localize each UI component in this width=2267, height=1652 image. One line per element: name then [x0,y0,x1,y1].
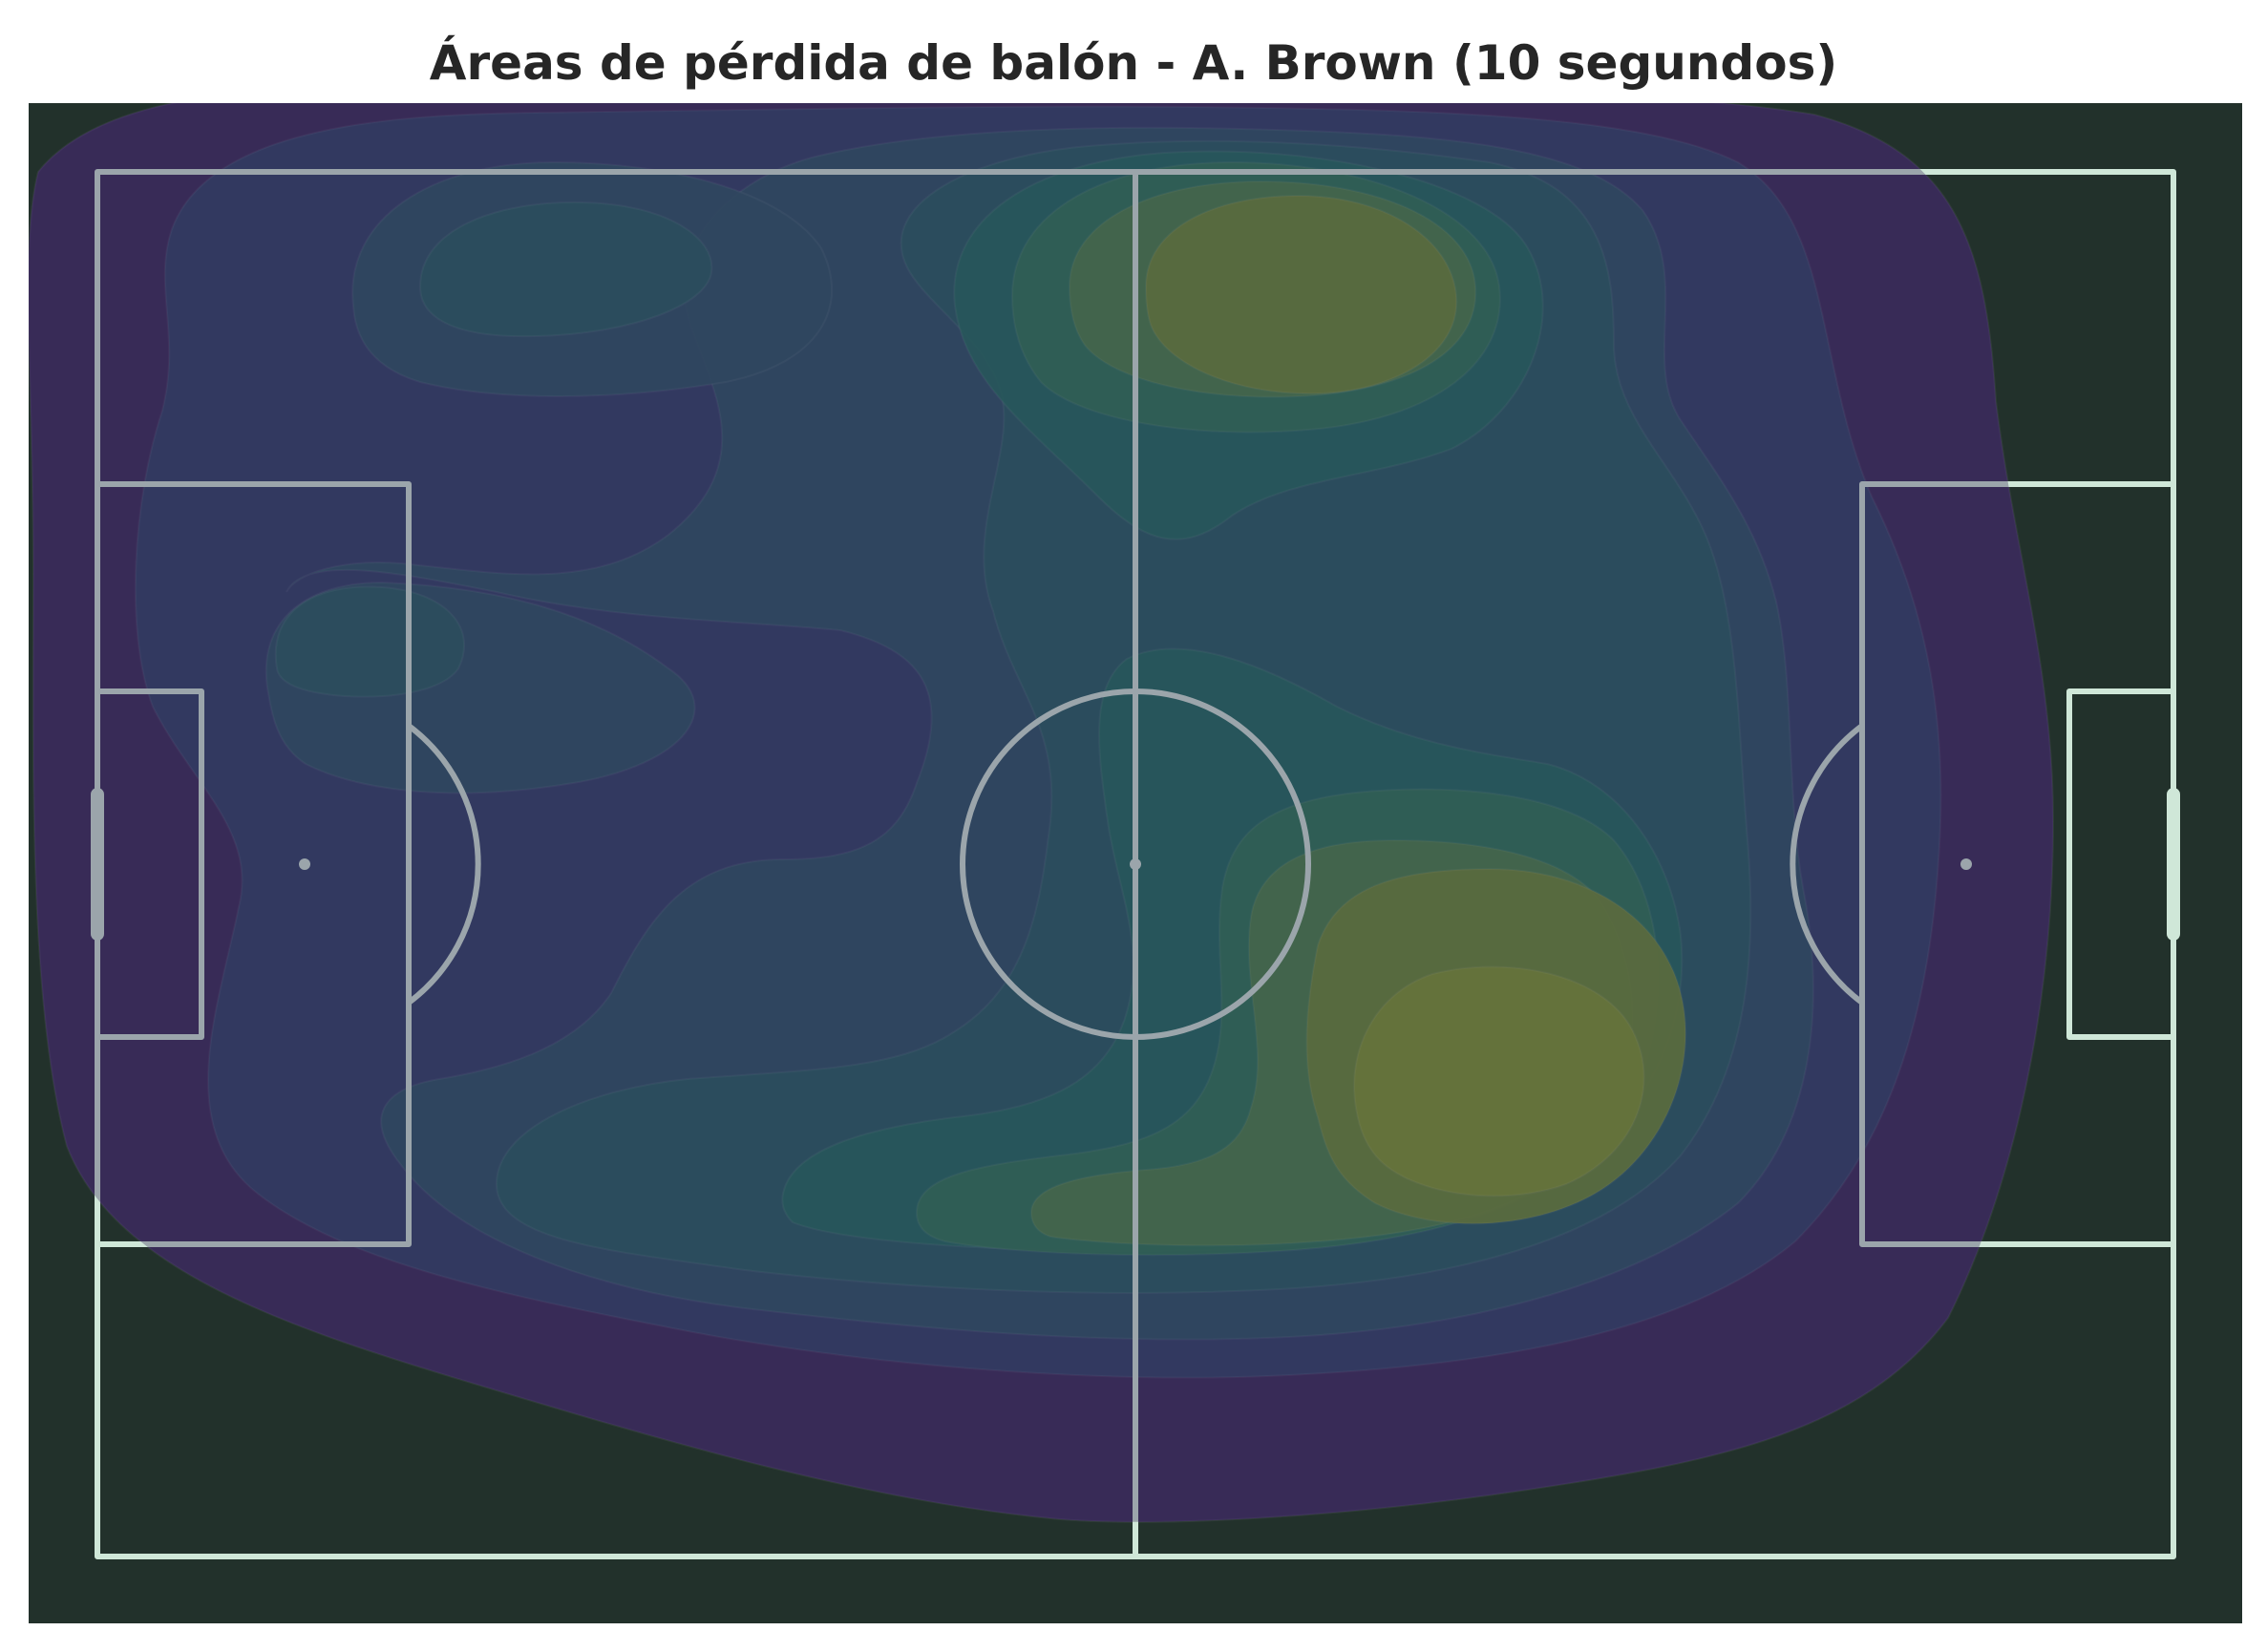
density-contours [29,103,2055,1523]
right-penalty-arc [1790,723,1865,1006]
center-spot [1130,858,1141,870]
density-level-4-topleft [418,201,713,338]
density-level-8-top [1144,194,1458,395]
center-circle [960,688,1311,1040]
density-overlay [29,103,2053,1522]
left-penalty-spot [299,858,310,870]
density-level-9 [1353,965,1645,1197]
pitch-markings [91,169,2180,1559]
chart-title: Áreas de pérdida de balón - A. Brown (10… [429,35,1838,91]
density-level-4-left [274,585,465,698]
right-penalty-spot [1960,858,1972,870]
left-penalty-arc [406,723,481,1006]
